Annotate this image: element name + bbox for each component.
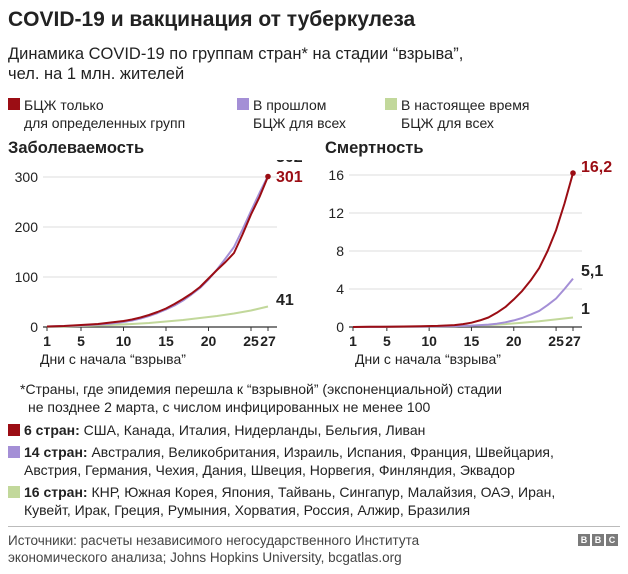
source-note: Источники: расчеты независимого негосуда… [8,532,528,566]
x-tick-label: 20 [506,333,522,349]
bbc-logo-block: B [592,534,604,546]
legend-swatch [8,98,20,110]
subtitle-line-2: чел. на 1 млн. жителей [8,65,185,83]
x-tick-label: 20 [201,333,217,349]
footnote-line-2: не позднее 2 марта, с числом инфицирован… [28,399,431,415]
y-tick-label: 4 [336,281,344,297]
legend-swatch [385,98,397,110]
y-tick-label: 300 [15,169,39,185]
series-end-dot [265,173,271,180]
x-tick-label: 10 [116,333,132,349]
y-tick-label: 12 [328,205,344,221]
y-tick-label: 0 [336,319,344,335]
end-value-label: 302 [276,160,303,166]
group-swatch [8,446,20,458]
group-head: 6 стран: [24,422,80,438]
bbc-logo-block: C [606,534,618,546]
bbc-logo: B B C [578,534,618,546]
group-6-countries: 6 стран: США, Канада, Италия, Нидерланды… [8,421,620,439]
series-line [352,277,574,328]
legend-label-line-1: В настоящее время [401,97,530,113]
bbc-logo-block: B [578,534,590,546]
x-tick-label: 27 [260,333,276,349]
group-swatch [8,424,20,436]
group-16-countries: 16 стран: КНР, Южная Корея, Япония, Тайв… [8,483,620,519]
subtitle-line-1: Динамика COVID-19 по группам стран* на с… [8,45,464,63]
series-line [46,305,269,328]
legend-label-line-2: БЦЖ для всех [401,115,494,131]
x-tick-label: 15 [158,333,174,349]
incidence-panel-title: Заболеваемость [8,139,145,157]
y-tick-label: 100 [15,269,39,285]
end-value-label: 301 [276,169,303,186]
x-tick-label: 10 [421,333,437,349]
end-value-label: 41 [276,292,294,309]
series-line [46,176,269,328]
end-value-label: 16,2 [581,160,612,176]
group-14-countries: 14 стран: Австралия, Великобритания, Изр… [8,443,620,479]
y-tick-label: 200 [15,219,39,235]
x-tick-label: 1 [43,333,51,349]
footnote-line-1: *Страны, где эпидемия перешла к “взрывно… [20,381,502,397]
source-line-2: экономического анализа; Johns Hopkins Un… [8,550,402,565]
footnote: *Страны, где эпидемия перешла к “взрывно… [20,380,620,416]
legend-label-line-2: для определенных групп [24,115,186,131]
group-countries-line-2: Кувейт, Ирак, Греция, Румыния, Хорватия,… [24,502,471,518]
end-value-label: 1 [581,301,590,318]
x-tick-label: 25 [243,333,259,349]
y-tick-label: 0 [30,319,38,335]
y-tick-label: 16 [328,167,344,183]
legend-label-line-2: БЦЖ для всех [253,115,346,131]
x-tick-label: 15 [464,333,480,349]
x-axis-label: Дни с начала “взрыва” [40,351,186,367]
legend-label-line-1: В прошлом [253,97,327,113]
group-countries-line-2: Австрия, Германия, Чехия, Дания, Швеция,… [24,462,515,478]
legend-label-line-1: БЦЖ только [24,97,104,113]
chart-subtitle: Динамика COVID-19 по группам стран* на с… [8,44,618,84]
legend-item-selected-groups: БЦЖ только для определенных групп [8,96,185,132]
source-line-1: Источники: расчеты независимого негосуда… [8,533,420,548]
x-tick-label: 27 [565,333,581,349]
group-head: 14 стран: [24,444,88,460]
mortality-panel-title: Смертность [325,139,424,157]
group-head: 16 стран: [24,484,88,500]
legend-item-current-all: В настоящее время БЦЖ для всех [385,96,529,132]
legend-item-past-all: В прошлом БЦЖ для всех [237,96,346,132]
group-countries: КНР, Южная Корея, Япония, Тайвань, Синга… [91,484,556,500]
y-tick-label: 8 [336,243,344,259]
group-swatch [8,486,20,498]
chart-title: COVID-19 и вакцинация от туберкулеза [8,8,416,31]
legend-swatch [237,98,249,110]
x-axis-label: Дни с начала “взрыва” [355,351,501,367]
group-countries: Австралия, Великобритания, Израиль, Испа… [91,444,554,460]
x-tick-label: 5 [383,333,391,349]
series-end-dot [570,170,576,176]
x-tick-label: 5 [77,333,85,349]
x-tick-label: 25 [548,333,564,349]
x-tick-label: 1 [349,333,357,349]
end-value-label: 5,1 [581,263,603,280]
group-countries: США, Канада, Италия, Нидерланды, Бельгия… [83,422,426,438]
series-line [352,172,574,328]
footer-divider [8,526,620,527]
